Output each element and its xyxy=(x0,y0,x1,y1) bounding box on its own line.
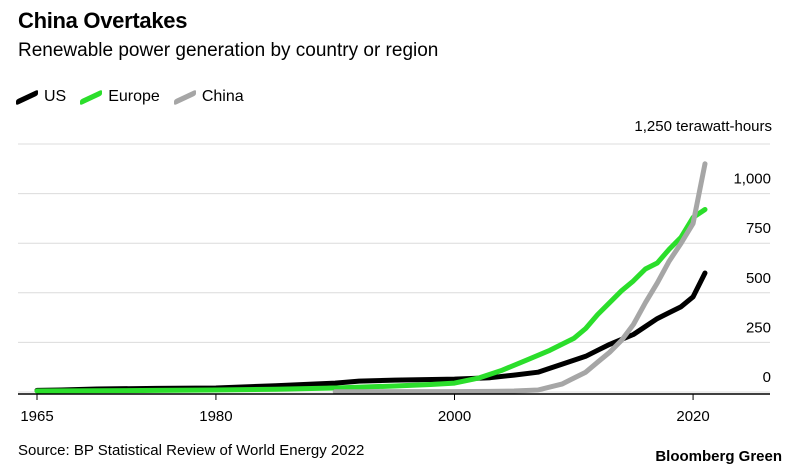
y-tick-label-2: 500 xyxy=(746,270,771,287)
grid-layer xyxy=(18,143,770,393)
series-layer xyxy=(34,161,708,395)
y-tick-label-1: 250 xyxy=(746,319,771,336)
x-tick-label-2: 2000 xyxy=(438,408,471,425)
x-tick-label-3: 2020 xyxy=(676,408,709,425)
legend-label-europe: Europe xyxy=(108,88,160,105)
series-line-europe xyxy=(34,207,708,394)
legend-item-china: China xyxy=(173,88,244,106)
y-tick-label-4: 1,000 xyxy=(733,171,771,188)
brand-logo: Bloomberg Green xyxy=(655,448,782,465)
legend: US Europe China xyxy=(16,88,260,106)
axis-layer: 0 250 500 750 1,000 1965 1980 2000 2020 xyxy=(18,171,771,425)
x-tick-label-0: 1965 xyxy=(20,408,53,425)
y-tick-label-0: 0 xyxy=(763,369,771,386)
legend-label-china: China xyxy=(201,88,244,105)
source-note: Source: BP Statistical Review of World E… xyxy=(18,442,365,459)
y-tick-label-3: 750 xyxy=(746,220,771,237)
chart-subtitle: Renewable power generation by country or… xyxy=(18,40,439,61)
x-tick-label-1: 1980 xyxy=(199,408,232,425)
chart-title: China Overtakes xyxy=(18,8,188,33)
legend-item-europe: Europe xyxy=(80,88,160,106)
legend-label-us: US xyxy=(44,88,67,105)
series-line-china xyxy=(332,161,708,395)
legend-item-us: US xyxy=(16,88,67,106)
series-line-us xyxy=(34,270,708,393)
y-unit-label: 1,250 terawatt-hours xyxy=(634,118,772,135)
